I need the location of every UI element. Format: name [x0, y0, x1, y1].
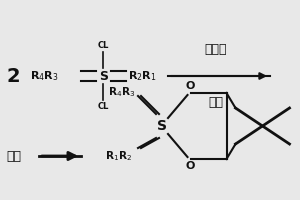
Text: 搅拌: 搅拌 [208, 96, 224, 109]
Text: CL: CL [98, 102, 109, 111]
Text: R$_1$R$_2$: R$_1$R$_2$ [105, 149, 132, 163]
Text: 催化剂: 催化剂 [205, 43, 227, 56]
Text: 2: 2 [6, 66, 20, 86]
Text: S: S [157, 119, 167, 133]
Text: S: S [99, 70, 108, 82]
Text: O: O [186, 161, 195, 171]
Text: R$_2$R$_1$: R$_2$R$_1$ [128, 69, 156, 83]
Text: O: O [186, 81, 195, 91]
Text: CL: CL [98, 41, 109, 50]
Text: R$_4$R$_3$: R$_4$R$_3$ [108, 85, 135, 99]
Text: R$_4$R$_3$: R$_4$R$_3$ [30, 69, 59, 83]
Text: 反应: 反应 [6, 150, 21, 162]
